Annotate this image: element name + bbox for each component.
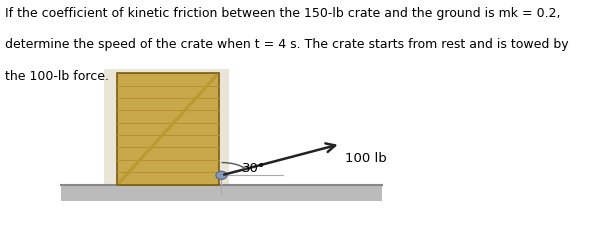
Ellipse shape bbox=[216, 171, 227, 180]
Text: the 100-lb force.: the 100-lb force. bbox=[5, 69, 109, 82]
Text: 100 lb: 100 lb bbox=[345, 151, 386, 164]
Bar bbox=[104, 69, 229, 189]
Bar bbox=[117, 74, 219, 185]
Text: 30°: 30° bbox=[242, 161, 265, 174]
Bar bbox=[61, 185, 382, 201]
Text: determine the speed of the crate when t = 4 s. The crate starts from rest and is: determine the speed of the crate when t … bbox=[5, 38, 569, 51]
Text: If the coefficient of kinetic friction between the 150-lb crate and the ground i: If the coefficient of kinetic friction b… bbox=[5, 7, 561, 20]
